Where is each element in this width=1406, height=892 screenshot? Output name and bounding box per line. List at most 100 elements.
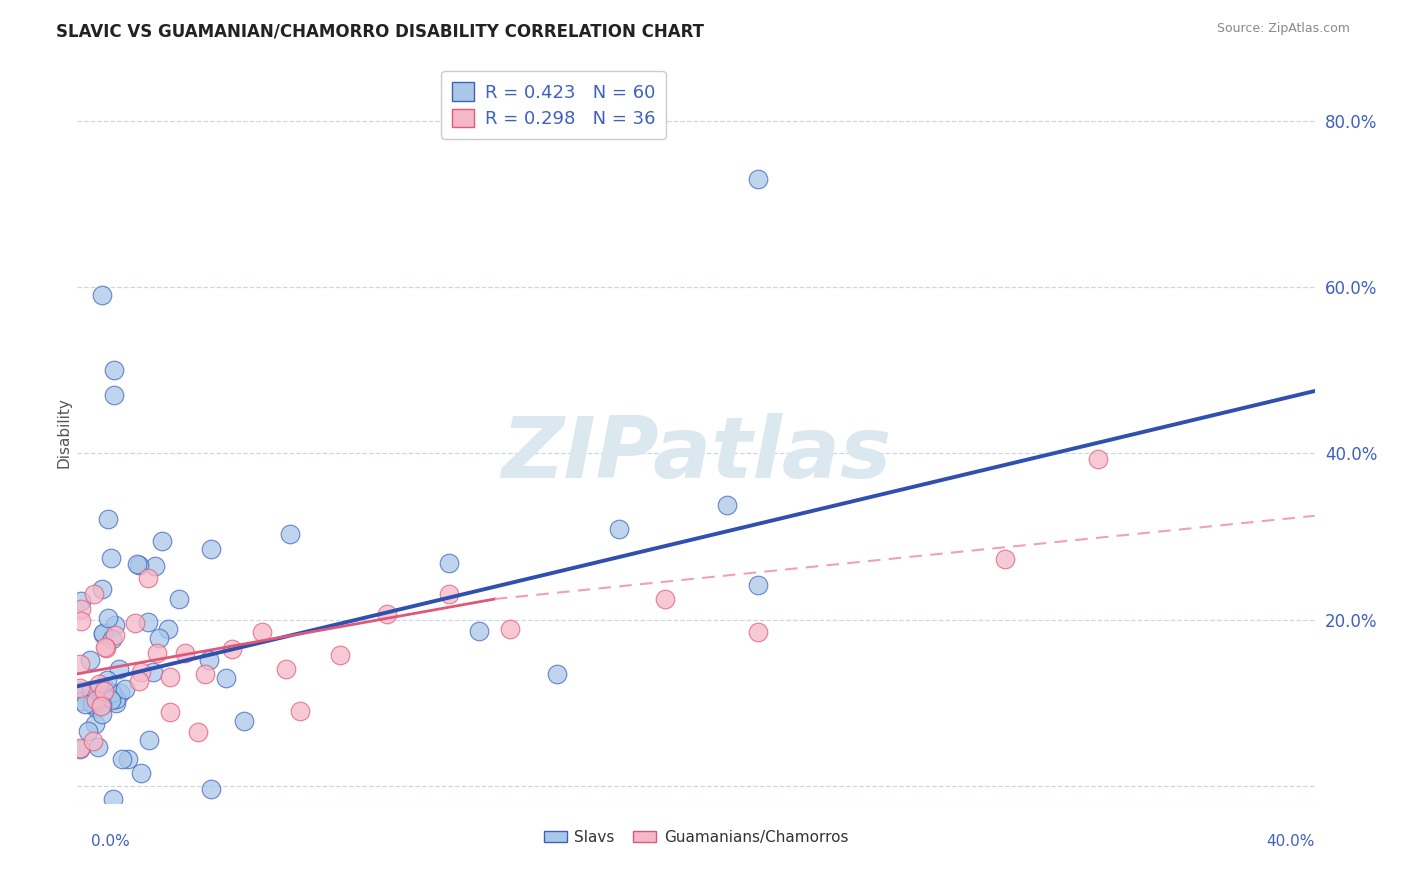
Point (105, 696, 128, 710)
Point (110, 752, 132, 766)
Point (142, 665, 165, 680)
Point (82, 734, 104, 748)
Point (110, 685, 132, 699)
Point (97, 610, 120, 624)
Point (128, 673, 150, 688)
Point (329, 648, 352, 663)
Point (107, 662, 129, 676)
Point (156, 622, 179, 636)
Point (75, 698, 97, 712)
Point (124, 615, 146, 630)
Point (747, 624, 769, 639)
Point (1087, 451, 1109, 466)
Point (174, 646, 197, 660)
Point (96, 673, 118, 687)
Point (167, 591, 190, 606)
Point (100, 632, 122, 647)
Point (250, 625, 273, 640)
Point (90, 582, 112, 596)
Point (194, 667, 217, 681)
Point (84, 701, 107, 715)
Text: ZIPatlas: ZIPatlas (501, 413, 891, 496)
Point (187, 725, 209, 739)
Point (93, 680, 115, 694)
Point (84, 693, 107, 707)
Point (747, 172, 769, 186)
Point (117, 751, 139, 765)
Point (69, 741, 91, 756)
Point (125, 557, 148, 571)
Point (159, 670, 181, 684)
Point (148, 631, 170, 645)
Point (80, 683, 103, 698)
Point (103, 388, 125, 402)
Point (143, 559, 166, 574)
Point (233, 714, 256, 728)
Point (716, 498, 738, 512)
Text: 40.0%: 40.0% (1267, 834, 1315, 849)
Point (145, 646, 167, 660)
Point (128, 558, 150, 573)
Point (100, 692, 122, 706)
Point (93, 684, 115, 698)
Point (546, 667, 568, 681)
Point (100, 551, 122, 566)
Point (69, 657, 91, 671)
Point (97, 512, 120, 526)
Point (70, 684, 93, 698)
Text: 0.0%: 0.0% (91, 834, 131, 849)
Point (90, 698, 112, 713)
Point (87, 739, 110, 754)
Point (215, 671, 238, 685)
Point (91, 706, 114, 721)
Point (91, 687, 114, 701)
Text: Source: ZipAtlas.com: Source: ZipAtlas.com (1216, 22, 1350, 36)
Point (103, 791, 125, 805)
Point (607, 523, 630, 537)
Point (83, 587, 105, 601)
Point (84, 716, 107, 731)
Point (994, 552, 1017, 566)
Point (114, 681, 136, 696)
Point (98, 686, 121, 700)
Point (91, 627, 114, 641)
Point (198, 653, 221, 667)
Point (288, 704, 311, 718)
Point (77, 724, 100, 739)
Point (94, 640, 117, 654)
Point (375, 607, 398, 621)
Point (468, 624, 491, 638)
Point (200, 782, 222, 797)
Point (654, 591, 676, 606)
Point (70, 602, 93, 616)
Point (83, 684, 105, 698)
Point (104, 628, 127, 642)
Point (278, 526, 301, 541)
Point (274, 662, 297, 676)
Point (159, 705, 181, 719)
Point (69, 741, 91, 756)
Y-axis label: Disability: Disability (56, 397, 72, 468)
Point (129, 665, 152, 680)
Text: SLAVIC VS GUAMANIAN/CHAMORRO DISABILITY CORRELATION CHART: SLAVIC VS GUAMANIAN/CHAMORRO DISABILITY … (56, 22, 704, 40)
Point (91, 625, 114, 640)
Point (96, 640, 118, 655)
Point (138, 732, 160, 747)
Point (70, 614, 93, 628)
Point (103, 363, 125, 377)
Point (150, 533, 173, 548)
Point (70, 594, 93, 608)
Legend: Slavs, Guamanians/Chamorros: Slavs, Guamanians/Chamorros (537, 823, 855, 851)
Point (136, 571, 159, 585)
Point (437, 557, 460, 571)
Point (437, 587, 460, 601)
Point (104, 618, 127, 632)
Point (70, 694, 93, 708)
Point (200, 541, 222, 556)
Point (91, 698, 114, 712)
Point (89, 677, 111, 691)
Point (80, 697, 103, 711)
Point (101, 686, 124, 700)
Point (91, 288, 114, 302)
Point (221, 642, 243, 657)
